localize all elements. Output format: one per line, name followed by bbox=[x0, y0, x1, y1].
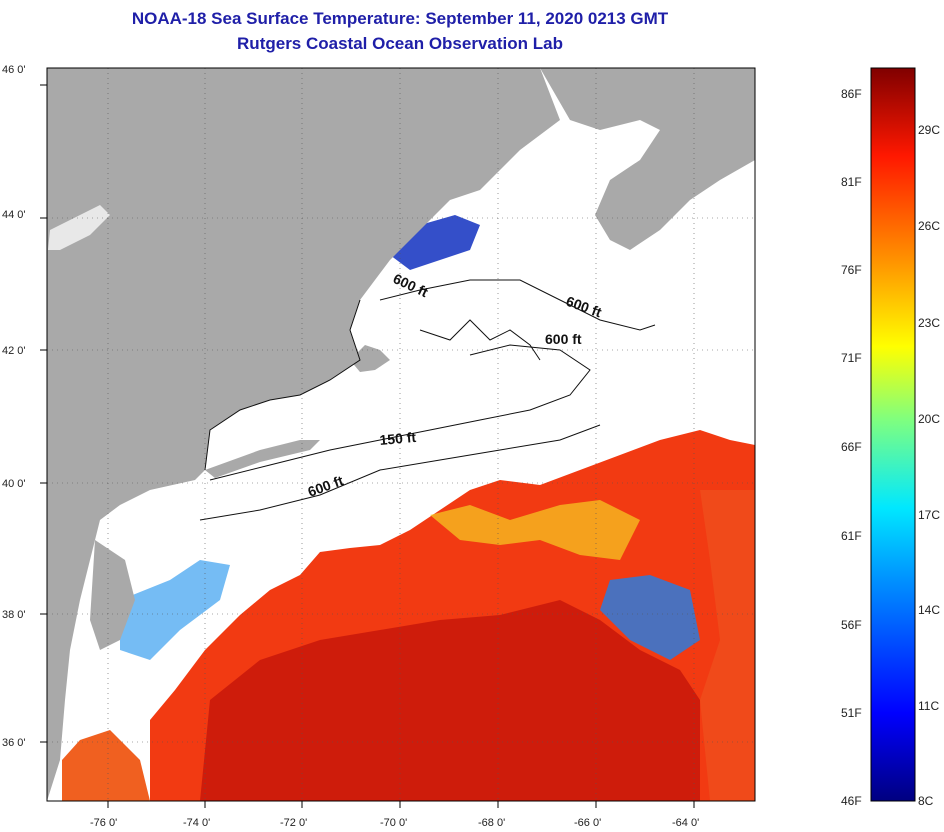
contour-label-150: 150 ft bbox=[379, 429, 417, 448]
cb-c-14: 14C bbox=[918, 603, 941, 617]
lon-label-74: -74 0' bbox=[183, 817, 210, 829]
coastline bbox=[204, 299, 361, 471]
sst-cool-shelf bbox=[120, 560, 230, 660]
land-long-island bbox=[205, 440, 320, 478]
cb-c-8: 8C bbox=[918, 794, 934, 808]
sst-cool-eddy bbox=[600, 575, 700, 660]
lat-label-40: 40 0' bbox=[2, 478, 26, 490]
cb-c-11: 11C bbox=[918, 699, 940, 713]
cb-f-71: 71F bbox=[841, 351, 862, 365]
lat-label-36: 36 0' bbox=[2, 737, 26, 749]
map-title: NOAA-18 Sea Surface Temperature: Septemb… bbox=[131, 9, 669, 28]
cb-f-51: 51F bbox=[841, 706, 862, 720]
colorbar bbox=[870, 67, 916, 802]
contour-600ft bbox=[199, 424, 601, 521]
map-frame bbox=[46, 67, 756, 802]
contour-gulf-maine bbox=[419, 319, 541, 361]
cb-f-76: 76F bbox=[841, 263, 862, 277]
sst-cool-maine bbox=[390, 215, 480, 270]
cb-c-23: 23C bbox=[918, 316, 941, 330]
contour-150ft bbox=[209, 344, 591, 481]
sst-warm-coastal bbox=[62, 730, 150, 801]
cb-c-26: 26C bbox=[918, 219, 941, 233]
land-cape-cod bbox=[350, 345, 390, 372]
lon-label-68: -68 0' bbox=[478, 817, 505, 829]
bottom-ticks bbox=[107, 801, 695, 808]
left-ticks bbox=[40, 84, 47, 743]
sst-hot-core bbox=[200, 600, 700, 801]
land-delmarva bbox=[90, 540, 135, 650]
lat-label-38: 38 0' bbox=[2, 609, 26, 621]
sst-warm-east bbox=[700, 490, 755, 801]
lon-label-64: -64 0' bbox=[672, 817, 699, 829]
cb-f-61: 61F bbox=[841, 529, 862, 543]
lat-label-46: 46 0' bbox=[2, 64, 26, 76]
lon-label-72: -72 0' bbox=[280, 817, 307, 829]
lon-label-76: -76 0' bbox=[90, 817, 117, 829]
cb-f-56: 56F bbox=[841, 618, 862, 632]
contour-label-600-bank: 600 ft bbox=[545, 331, 582, 347]
cb-c-17: 17C bbox=[918, 508, 941, 522]
lat-lon-grid bbox=[47, 68, 755, 801]
land-nova-scotia bbox=[540, 68, 755, 250]
cb-f-46: 46F bbox=[841, 794, 862, 808]
lake-ontario bbox=[48, 205, 110, 250]
land-mainland bbox=[47, 68, 560, 801]
lon-label-70: -70 0' bbox=[380, 817, 407, 829]
contour-georges bbox=[379, 279, 656, 331]
lon-label-66: -66 0' bbox=[574, 817, 601, 829]
cb-c-29: 29C bbox=[918, 123, 941, 137]
map-subtitle: Rutgers Coastal Ocean Observation Lab bbox=[237, 34, 563, 53]
lat-label-44: 44 0' bbox=[2, 209, 26, 221]
cb-c-20: 20C bbox=[918, 412, 941, 426]
cb-f-81: 81F bbox=[841, 175, 862, 189]
cb-f-86: 86F bbox=[841, 87, 862, 101]
cb-f-66: 66F bbox=[841, 440, 862, 454]
lat-label-42: 42 0' bbox=[2, 345, 26, 357]
sst-yellow-filament bbox=[430, 500, 640, 560]
